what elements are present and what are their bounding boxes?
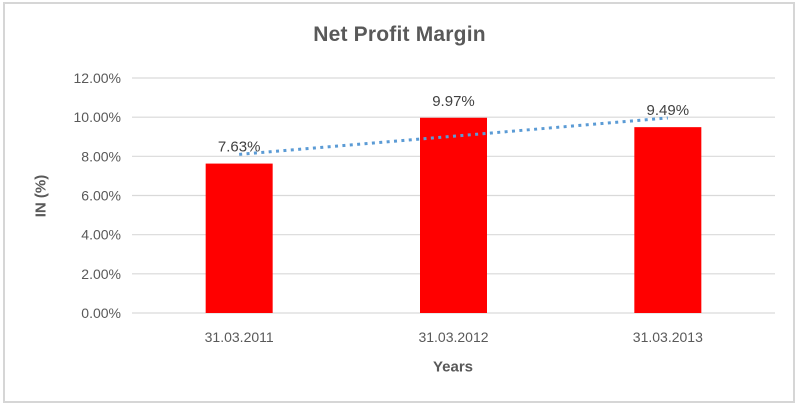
bar [420, 117, 487, 313]
x-axis-tick-label: 31.03.2013 [633, 329, 703, 345]
bar [634, 127, 702, 313]
y-axis-tick-label: 12.00% [74, 70, 121, 86]
x-axis-tick-label: 31.03.2011 [205, 329, 274, 345]
y-axis-tick-label: 8.00% [81, 148, 121, 164]
trendline [239, 116, 668, 156]
bar [205, 163, 273, 313]
bar-value-label: 7.63% [218, 139, 261, 156]
bar-value-label: 9.97% [432, 93, 475, 110]
y-axis-tick-label: 10.00% [74, 109, 121, 125]
y-axis-tick-label: 4.00% [81, 227, 121, 243]
y-axis-tick-label: 6.00% [81, 188, 121, 204]
y-axis-tick-label: 2.00% [81, 266, 121, 282]
y-axis-tick-label: 0.00% [81, 305, 121, 321]
x-axis-title: Years [432, 358, 474, 376]
bar-value-label: 9.49% [647, 102, 690, 119]
x-axis-tick-label: 31.03.2012 [418, 329, 488, 345]
chart-title: Net Profit Margin [313, 23, 486, 46]
